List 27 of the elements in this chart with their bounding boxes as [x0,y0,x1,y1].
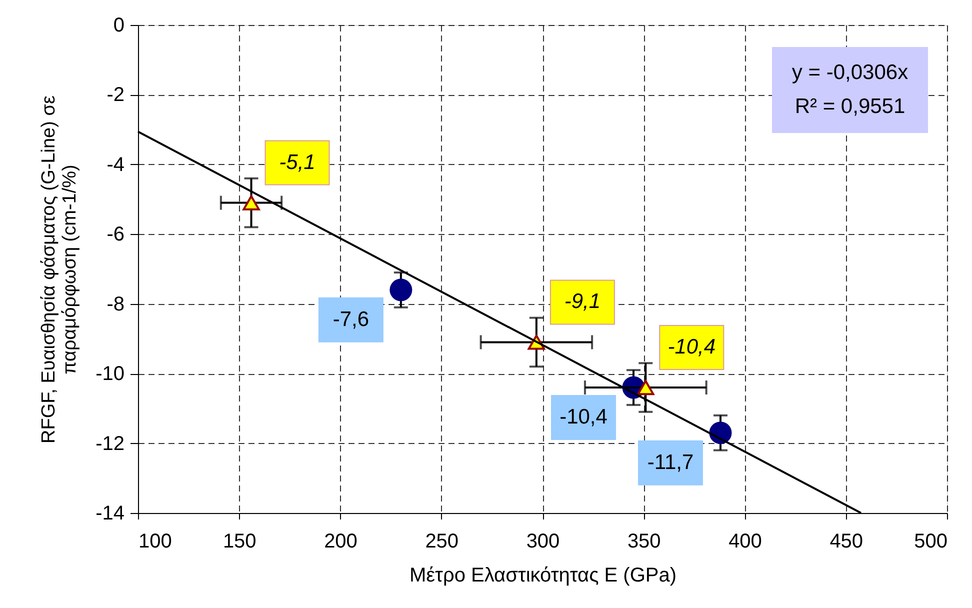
y-tick-label: -10 [96,363,124,386]
data-label: -9,1 [564,290,601,314]
data-label: -5,1 [279,150,316,174]
y-tick-label: -12 [96,432,124,455]
y-tick-label: -6 [106,224,124,246]
x-tick-label: 250 [425,530,459,552]
annotation: y = -0,0306x [792,61,909,84]
x-tick-label: 300 [526,530,560,552]
y-axis-title: RFGF, Ευαισθησία φάσματος (G-Line) σε παραμόρφωση (cm-1/%) [38,95,81,444]
data-label: -10,4 [560,406,608,429]
x-tick-label: 500 [914,530,948,552]
x-tick-label: 450 [830,530,864,552]
y-tick-label: 0 [113,14,124,36]
data-label: -7,6 [332,308,370,331]
y-tick-label: -4 [106,154,124,176]
x-tick-label: 400 [728,530,762,552]
x-tick-label: 150 [222,530,256,552]
x-tick-label: 200 [324,530,358,552]
y-tick-label: -2 [106,84,124,106]
annotation: R² = 0,9551 [794,95,906,118]
data-label: -11,7 [647,450,694,474]
y-tick-label: -14 [96,502,124,524]
x-tick-label: 100 [138,530,172,552]
x-axis-title: Μέτρο Ελαστικότητας E (GPa) [409,564,677,586]
x-tick-label: 350 [627,530,661,552]
y-tick-label: -8 [106,293,124,316]
data-label: -10,4 [668,336,716,359]
